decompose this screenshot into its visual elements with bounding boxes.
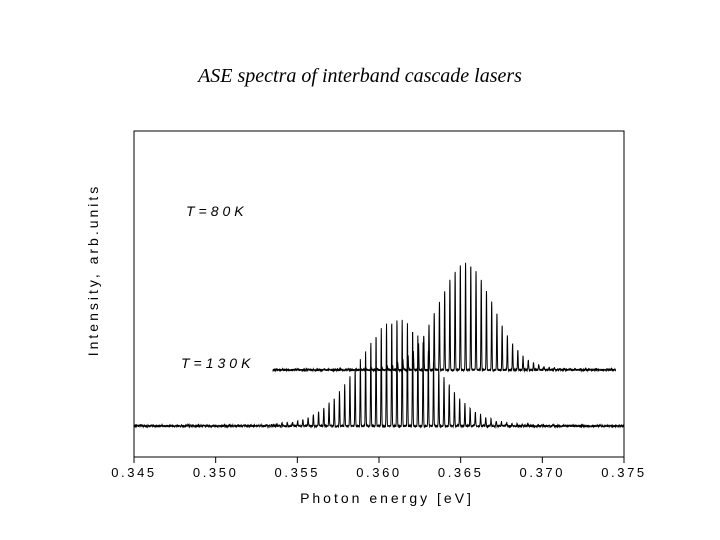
plot-frame bbox=[133, 130, 625, 458]
spectra-traces bbox=[133, 262, 625, 429]
x-axis-label: Photon energy [eV] bbox=[300, 490, 474, 506]
x-tick-label-6: 0.375 bbox=[601, 465, 647, 480]
x-tick-label-5: 0.370 bbox=[520, 465, 566, 480]
y-axis-label: Intensity, arb.units bbox=[85, 184, 101, 357]
chart-title: ASE spectra of interband cascade lasers bbox=[196, 65, 522, 87]
x-ticks bbox=[133, 457, 625, 463]
x-tick-labels: 0.345 0.350 0.355 0.360 0.365 0.370 0.375 bbox=[111, 465, 647, 480]
x-tick-label-1: 0.350 bbox=[193, 465, 239, 480]
x-tick-label-2: 0.355 bbox=[275, 465, 321, 480]
series-line-0 bbox=[272, 262, 617, 373]
annotation-t80k: T=80K bbox=[186, 203, 248, 219]
x-tick-label-3: 0.360 bbox=[356, 465, 402, 480]
series-line-1 bbox=[133, 319, 625, 429]
x-tick-label-4: 0.365 bbox=[438, 465, 484, 480]
x-tick-label-0: 0.345 bbox=[111, 465, 157, 480]
annotation-t130k: T=130K bbox=[181, 355, 254, 371]
